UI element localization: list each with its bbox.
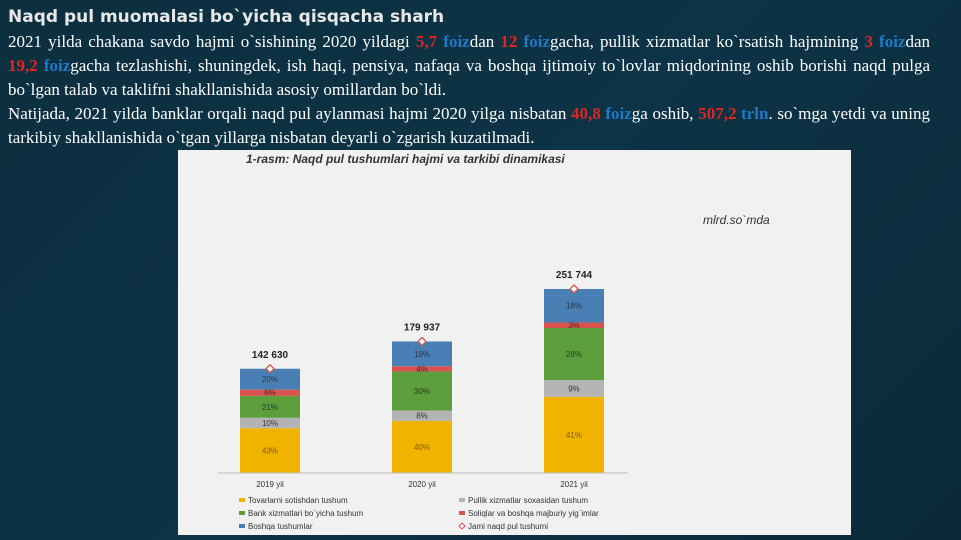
bar-segment xyxy=(240,389,300,396)
segment-label: 21% xyxy=(262,403,278,412)
text-run: 12 xyxy=(500,32,518,51)
legend-label: Soliqlar va boshqa majburiy yig`imlar xyxy=(468,509,599,518)
text-run: foiz xyxy=(600,104,632,123)
segment-label: 20% xyxy=(262,375,278,384)
total-marker xyxy=(569,284,579,294)
slide-title: Naqd pul muomalasi bo`yicha qisqacha sha… xyxy=(8,7,445,27)
legend-swatch xyxy=(458,522,466,530)
bar-segment xyxy=(392,420,452,473)
segment-label: 41% xyxy=(566,431,582,440)
legend-swatch xyxy=(459,511,465,515)
text-run: foiz xyxy=(517,32,550,51)
text-run: . so`mga yetdi va uning tarkibiy shaklla… xyxy=(8,104,930,147)
text-run: foiz xyxy=(37,56,71,75)
segment-label: 9% xyxy=(568,384,580,393)
segment-label: 3% xyxy=(568,321,580,330)
legend-swatch xyxy=(459,498,465,502)
segment-label: 10% xyxy=(262,419,278,428)
legend-label: Bank xizmatlari bo`yicha tushum xyxy=(248,509,363,518)
bar-segment xyxy=(544,328,604,381)
bar-segment xyxy=(544,396,604,473)
segment-label: 19% xyxy=(414,350,430,359)
text-run: 40,8 xyxy=(570,104,601,123)
legend-swatch xyxy=(239,498,245,502)
text-run: dan xyxy=(469,32,501,51)
legend-swatch xyxy=(239,524,245,528)
segment-label: 40% xyxy=(414,443,430,452)
x-tick-label: 2020 yil xyxy=(408,480,436,489)
paragraph: 2021 yilda chakana savdo hajmi o`sishini… xyxy=(8,30,930,102)
text-run: 3 xyxy=(864,32,873,51)
bar-segment xyxy=(544,380,604,397)
bar-segment xyxy=(392,366,452,372)
text-body: 2021 yilda chakana savdo hajmi o`sishini… xyxy=(8,30,930,150)
bar-segment xyxy=(392,410,452,421)
paragraph: Natijada, 2021 yilda banklar orqali naqd… xyxy=(8,102,930,150)
text-run: trln xyxy=(736,104,769,123)
chart: 1-rasm: Naqd pul tushumlari hajmi va tar… xyxy=(178,150,851,535)
bar-segment xyxy=(240,395,300,418)
segment-label: 8% xyxy=(416,412,428,421)
total-marker xyxy=(265,363,275,374)
legend-label: Jami naqd pul tushumi xyxy=(468,522,548,531)
segment-label: 6% xyxy=(264,389,276,398)
text-run: 507,2 xyxy=(698,104,737,123)
bar-segment xyxy=(240,417,300,429)
segment-label: 43% xyxy=(262,447,278,456)
text-run: foiz xyxy=(437,32,470,51)
text-run: foiz xyxy=(872,32,906,51)
segment-label: 4% xyxy=(416,365,428,374)
total-label: 142 630 xyxy=(252,350,289,361)
segment-label: 18% xyxy=(566,302,582,311)
total-label: 179 937 xyxy=(404,322,441,333)
chart-background xyxy=(178,150,851,535)
text-run: dan xyxy=(905,32,931,51)
text-run: ga oshib, xyxy=(631,104,699,123)
legend-label: Pullik xizmatlar soxasidan tushum xyxy=(468,496,588,505)
bar-segment xyxy=(544,289,604,323)
bar-segment xyxy=(544,322,604,329)
total-marker xyxy=(417,336,427,347)
text-run: gacha tezlashishi, shuningdek, ish haqi,… xyxy=(8,56,930,99)
segment-label: 28% xyxy=(566,350,582,359)
text-run: gacha, pullik xizmatlar ko`rsatish hajmi… xyxy=(550,32,865,51)
bar-segment xyxy=(240,428,300,473)
bar-segment xyxy=(240,368,300,390)
text-run: 19,2 xyxy=(8,56,38,75)
legend-label: Tovarlarni sotishdan tushum xyxy=(248,496,348,505)
text-run: 2021 yilda chakana savdo hajmi o`sishini… xyxy=(8,32,416,51)
unit-label: mlrd.so`mda xyxy=(703,213,770,227)
x-tick-label: 2019 yil xyxy=(256,480,284,489)
total-label: 251 744 xyxy=(556,270,593,281)
legend-label: Boshqa tushumlar xyxy=(248,522,313,531)
chart-title: 1-rasm: Naqd pul tushumlari hajmi va tar… xyxy=(246,152,565,166)
segment-label: 30% xyxy=(414,387,430,396)
text-run: Natijada, 2021 yilda banklar orqali naqd… xyxy=(8,104,571,123)
legend-swatch xyxy=(239,511,245,515)
bar-segment xyxy=(392,371,452,411)
x-tick-label: 2021 yil xyxy=(560,480,588,489)
text-run: 5,7 xyxy=(415,32,438,51)
